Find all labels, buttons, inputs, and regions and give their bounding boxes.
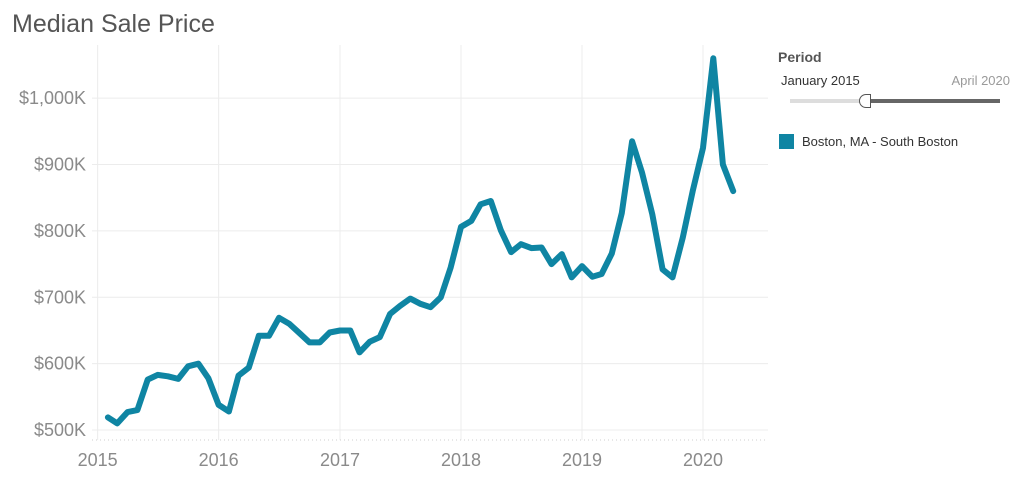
x-tick-label: 2016 <box>199 450 239 470</box>
period-filter-title: Period <box>778 49 822 65</box>
period-slider-track[interactable] <box>790 99 866 103</box>
x-axis-ticks: 2015 2016 2017 2018 2019 2020 <box>78 450 723 470</box>
y-axis-ticks: $500K $600K $700K $800K $900K $1,000K <box>19 88 86 440</box>
legend-swatch <box>779 133 794 149</box>
legend-item-south-boston[interactable]: Boston, MA - South Boston <box>779 132 958 150</box>
y-tick-label: $1,000K <box>19 88 86 108</box>
period-end-label: April 2020 <box>951 73 1010 88</box>
y-tick-label: $500K <box>34 420 86 440</box>
y-tick-label: $800K <box>34 221 86 241</box>
period-slider-handle[interactable] <box>858 94 871 108</box>
line-chart: $500K$600K$700K$800K$900K$1,000K 2015 201… <box>19 45 768 470</box>
series-layer <box>104 55 737 427</box>
y-tick-label: $700K <box>34 287 86 307</box>
series-line-0 <box>104 55 737 427</box>
x-tick-label: 2018 <box>441 450 481 470</box>
y-tick-label: $900K <box>34 154 86 174</box>
x-tick-label: 2017 <box>320 450 360 470</box>
y-tick-label: $600K <box>34 354 86 374</box>
x-tick-label: 2019 <box>562 450 602 470</box>
period-slider-range[interactable] <box>865 99 1000 103</box>
legend-label: Boston, MA - South Boston <box>802 133 959 149</box>
gridlines <box>92 45 768 441</box>
x-tick-label: 2015 <box>78 450 118 470</box>
period-start-label: January 2015 <box>781 73 860 88</box>
chart-title: Median Sale Price <box>12 10 215 38</box>
x-tick-label: 2020 <box>683 450 723 470</box>
